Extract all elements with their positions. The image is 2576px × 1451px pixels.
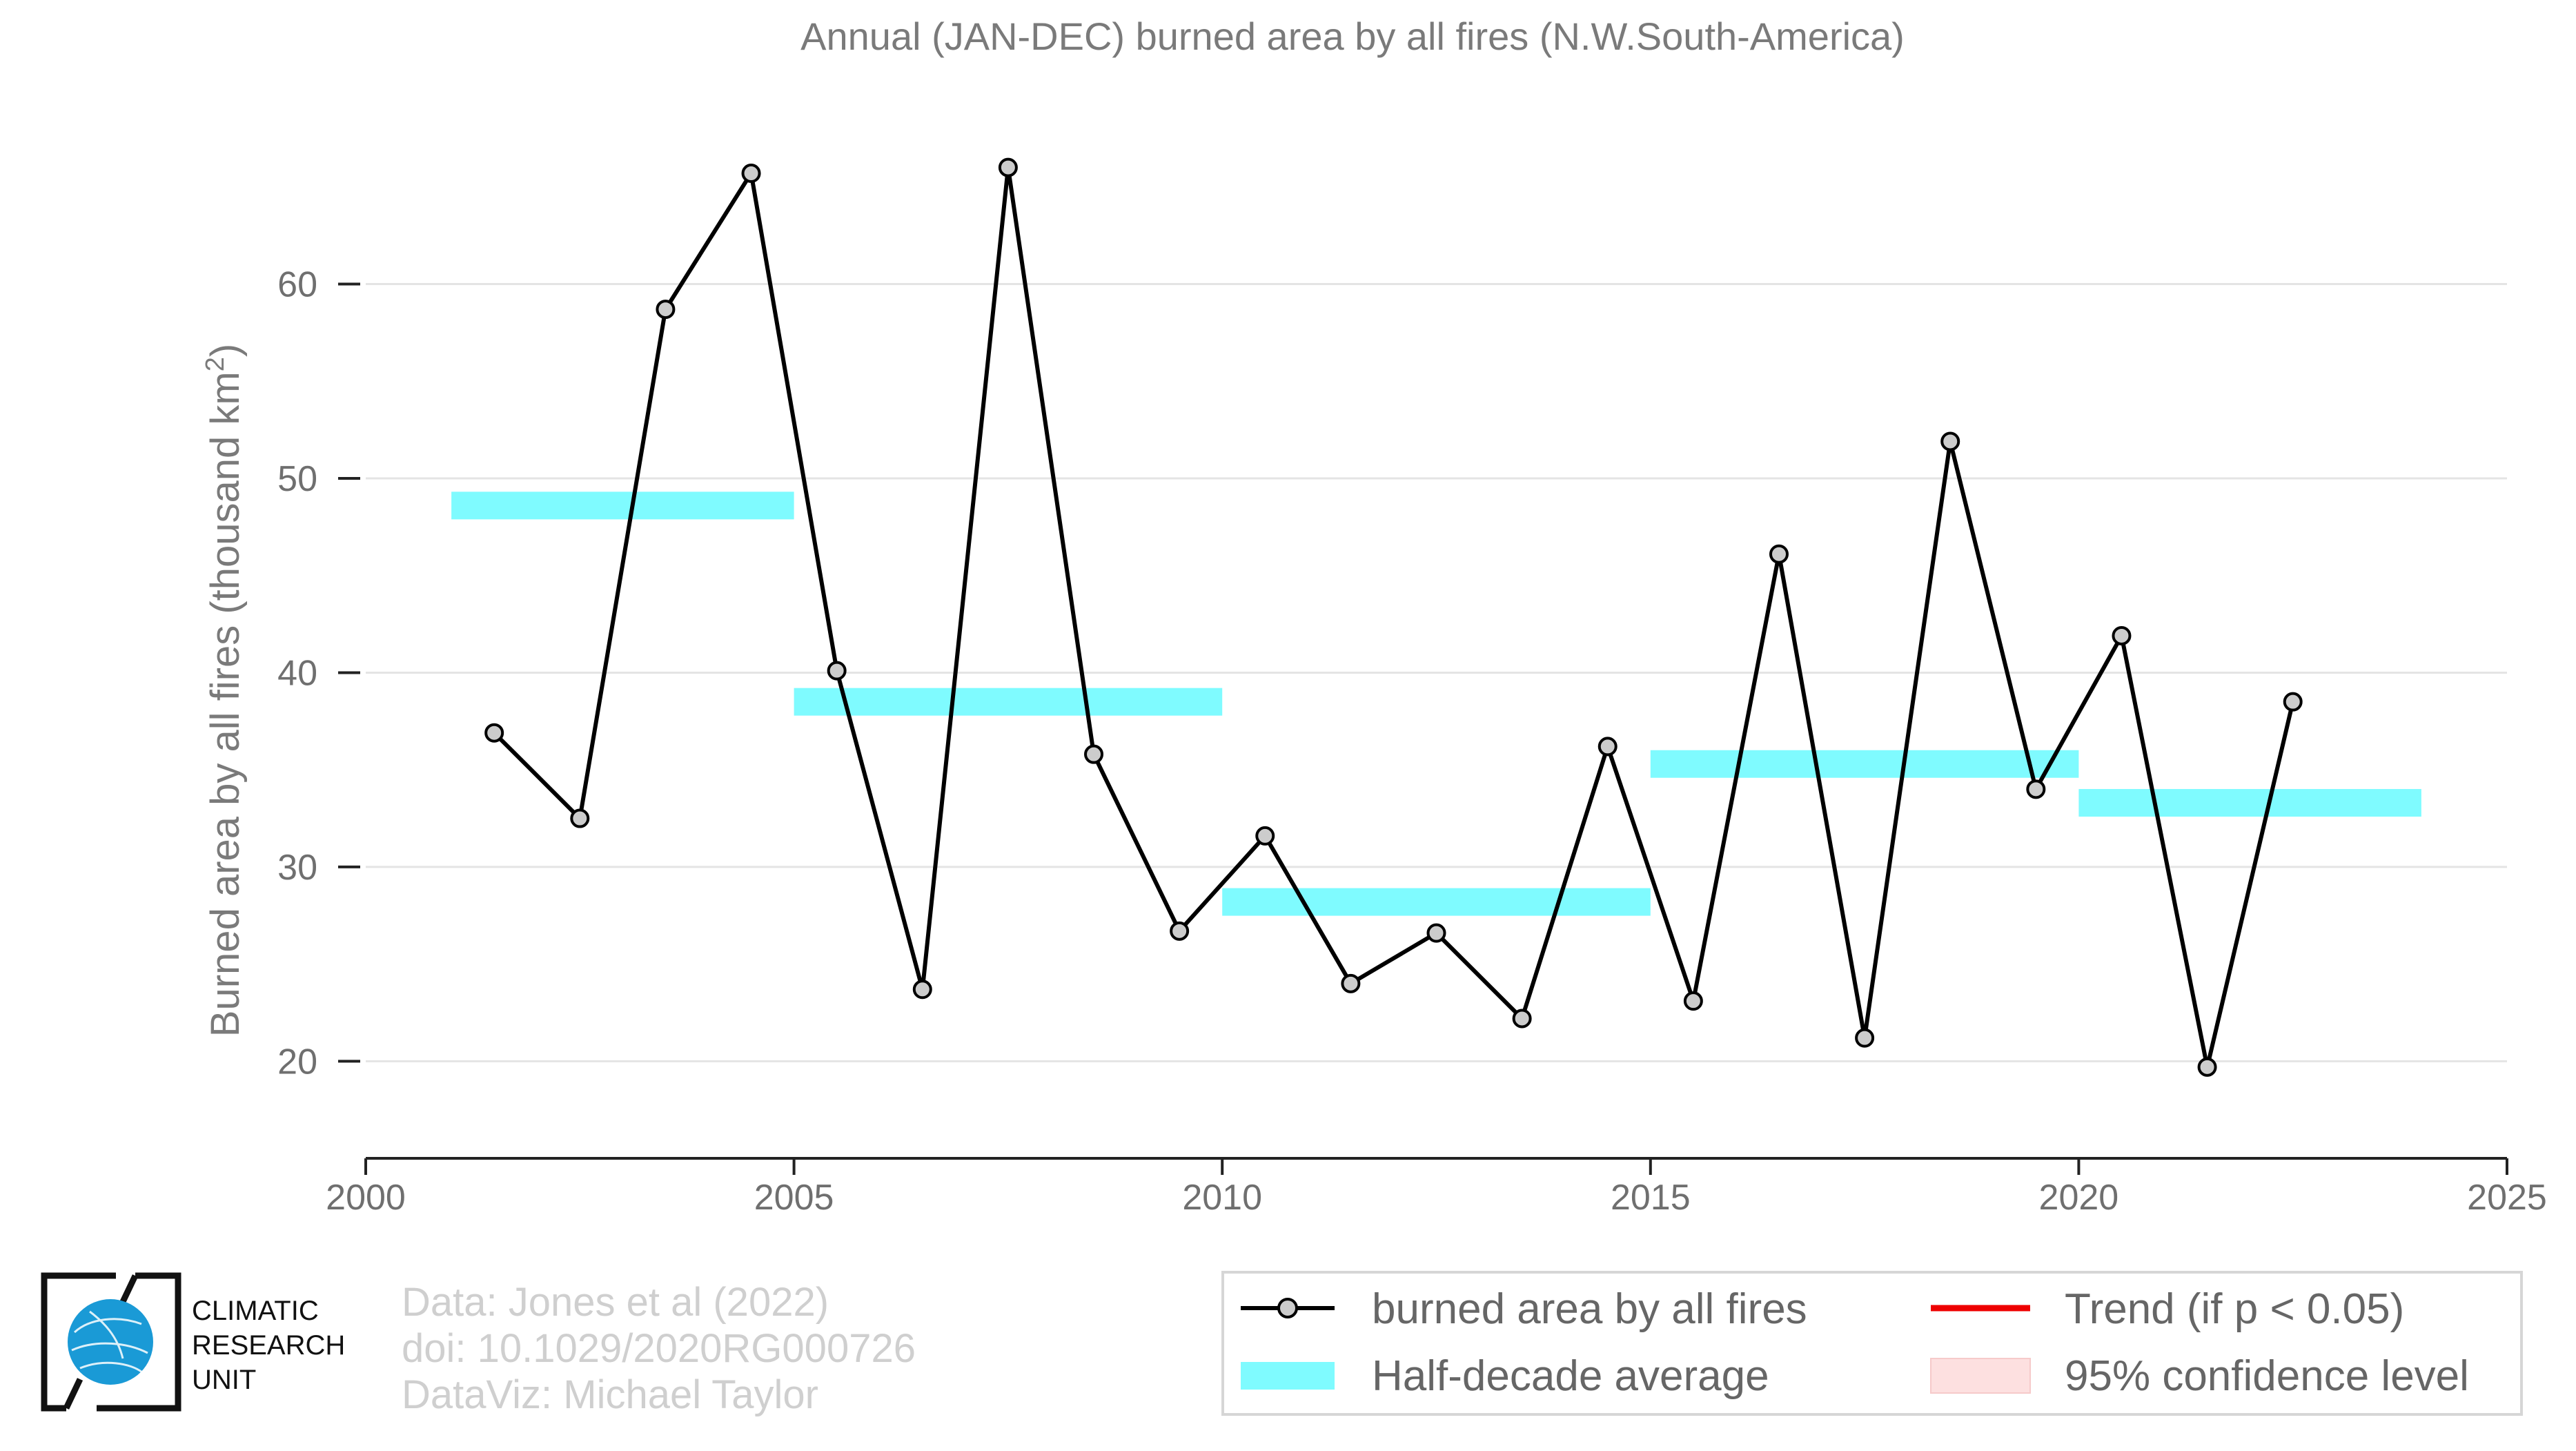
legend-frame <box>1221 1271 2523 1416</box>
logo-frame <box>41 1272 181 1412</box>
cru-logo: CLIMATIC RESEARCH UNIT <box>41 1272 345 1412</box>
y-axis-label-sup: 2 <box>201 357 230 371</box>
half-decade-bar <box>451 491 794 520</box>
globe-swirl <box>71 1310 148 1374</box>
data-point <box>1512 1009 1532 1029</box>
grid-lines <box>366 282 2507 1062</box>
y-axis-label-tail: ) <box>203 344 248 357</box>
logo-line-3: UNIT <box>192 1365 256 1395</box>
x-tick-label: 2020 <box>2039 1178 2119 1218</box>
y-axis-ticks: 20 30 40 50 60 <box>277 264 360 1082</box>
series-layer <box>484 157 2303 1077</box>
logo-slash-top <box>118 1274 139 1306</box>
data-point <box>1940 431 1960 451</box>
series-line <box>493 165 2295 1069</box>
chart-title: Annual (JAN-DEC) burned area by all fire… <box>800 14 1905 58</box>
half-decade-bar <box>1222 888 1651 916</box>
y-tick-label: 50 <box>277 459 317 499</box>
half-decade-bar <box>2078 789 2421 817</box>
data-point <box>570 808 590 828</box>
y-tick-label: 60 <box>277 264 317 304</box>
y-tick-label: 40 <box>277 653 317 693</box>
x-tick-label: 2015 <box>1611 1178 1691 1218</box>
legend-label-confidence: 95% confidence level <box>2065 1352 2469 1400</box>
data-point <box>1426 923 1446 943</box>
data-point <box>2197 1057 2217 1077</box>
logo-slash-bottom <box>63 1378 83 1410</box>
data-point <box>1084 744 1104 764</box>
logo-line-1: CLIMATIC <box>192 1296 319 1326</box>
half-decade-bar <box>1650 750 2079 778</box>
data-point <box>1255 826 1275 846</box>
legend-swatch-series-marker <box>1277 1298 1298 1318</box>
legend-label-series: burned area by all fires <box>1372 1285 1807 1333</box>
data-point <box>1683 991 1703 1011</box>
credit-doi: doi: 10.1029/2020RG000726 <box>402 1326 916 1371</box>
data-point <box>827 661 847 681</box>
credit-data: Data: Jones et al (2022) <box>402 1280 829 1325</box>
x-tick-label: 2010 <box>1182 1178 1262 1218</box>
data-point <box>1170 921 1190 941</box>
legend-label-half-decade: Half-decade average <box>1372 1352 1769 1400</box>
x-tick-label: 2005 <box>754 1178 834 1218</box>
legend-swatch-half-decade <box>1241 1362 1335 1390</box>
half-decade-bar <box>794 688 1223 716</box>
x-tick-label: 2025 <box>2467 1178 2547 1218</box>
y-axis-label: Burned area by all fires (thousand km2) <box>201 344 248 1037</box>
logo-line-2: RESEARCH <box>192 1330 345 1361</box>
data-point <box>1597 737 1618 757</box>
data-point <box>1769 544 1789 564</box>
data-point <box>741 164 761 184</box>
x-axis-ticks: 2000 2005 2010 2015 2020 2025 <box>326 1158 2547 1218</box>
data-point <box>1341 973 1361 993</box>
legend: burned area by all fires Trend (if p < 0… <box>1221 1271 2523 1416</box>
y-tick-label: 30 <box>277 848 317 888</box>
y-axis-label-main: Burned area by all fires (thousand km <box>203 371 248 1037</box>
data-point <box>1855 1028 1875 1048</box>
data-point <box>912 980 932 1000</box>
data-point <box>2283 692 2303 712</box>
y-tick-label: 20 <box>277 1042 317 1082</box>
legend-label-trend: Trend (if p < 0.05) <box>2065 1285 2404 1333</box>
data-point <box>2026 779 2046 799</box>
credit-dataviz: DataViz: Michael Taylor <box>402 1372 818 1417</box>
half-decade-bands <box>451 491 2421 916</box>
data-point <box>484 723 504 743</box>
data-point <box>656 300 676 320</box>
data-point <box>998 157 1018 177</box>
data-point <box>2112 625 2132 645</box>
x-tick-label: 2000 <box>326 1178 406 1218</box>
legend-swatch-confidence <box>1930 1358 2031 1394</box>
